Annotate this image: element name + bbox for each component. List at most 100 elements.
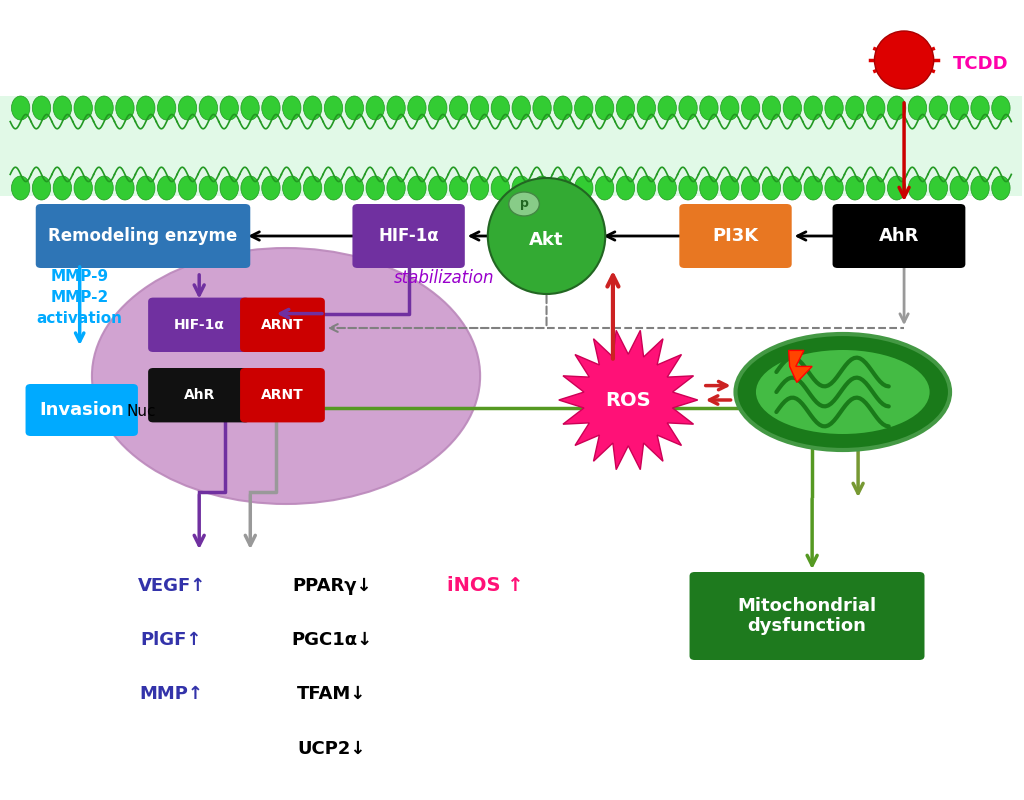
Ellipse shape	[450, 176, 468, 200]
Ellipse shape	[95, 176, 114, 200]
Ellipse shape	[512, 176, 530, 200]
Ellipse shape	[178, 176, 197, 200]
Text: PGC1α↓: PGC1α↓	[292, 631, 373, 649]
Ellipse shape	[136, 176, 155, 200]
FancyBboxPatch shape	[240, 298, 325, 352]
FancyBboxPatch shape	[679, 204, 792, 268]
Polygon shape	[559, 330, 697, 470]
Ellipse shape	[11, 96, 30, 120]
Ellipse shape	[92, 248, 480, 504]
Ellipse shape	[429, 176, 446, 200]
Text: PI3K: PI3K	[713, 227, 759, 245]
Ellipse shape	[325, 176, 343, 200]
Ellipse shape	[971, 176, 989, 200]
Ellipse shape	[595, 96, 613, 120]
Ellipse shape	[929, 176, 947, 200]
Ellipse shape	[158, 96, 176, 120]
Ellipse shape	[658, 176, 677, 200]
Ellipse shape	[888, 96, 906, 120]
Ellipse shape	[492, 176, 510, 200]
Ellipse shape	[991, 176, 1010, 200]
Ellipse shape	[345, 176, 364, 200]
Ellipse shape	[345, 96, 364, 120]
Text: ARNT: ARNT	[261, 388, 304, 402]
Ellipse shape	[866, 96, 885, 120]
Ellipse shape	[429, 96, 446, 120]
Bar	[0, 96, 1022, 196]
Text: ARNT: ARNT	[261, 318, 304, 332]
Text: AhR: AhR	[183, 388, 215, 402]
Ellipse shape	[74, 176, 92, 200]
Ellipse shape	[554, 176, 572, 200]
Text: HIF-1α: HIF-1α	[174, 318, 224, 332]
FancyBboxPatch shape	[833, 204, 966, 268]
Ellipse shape	[470, 176, 488, 200]
Ellipse shape	[595, 176, 613, 200]
Ellipse shape	[762, 96, 780, 120]
Text: PlGF↑: PlGF↑	[141, 631, 203, 649]
Ellipse shape	[492, 96, 510, 120]
Ellipse shape	[866, 176, 885, 200]
Text: MMP-9
MMP-2
activation: MMP-9 MMP-2 activation	[37, 269, 123, 326]
Ellipse shape	[762, 176, 780, 200]
Text: TFAM↓: TFAM↓	[297, 686, 367, 703]
Text: Nuc: Nuc	[126, 405, 156, 419]
Ellipse shape	[950, 96, 969, 120]
Ellipse shape	[532, 96, 551, 120]
Text: AhR: AhR	[879, 227, 920, 245]
Ellipse shape	[262, 176, 281, 200]
Ellipse shape	[136, 96, 155, 120]
Text: Remodeling enzyme: Remodeling enzyme	[48, 227, 238, 245]
Ellipse shape	[756, 350, 930, 434]
Ellipse shape	[283, 96, 301, 120]
Ellipse shape	[450, 96, 468, 120]
FancyBboxPatch shape	[148, 298, 250, 352]
Ellipse shape	[53, 176, 72, 200]
FancyBboxPatch shape	[352, 204, 465, 268]
Ellipse shape	[303, 96, 322, 120]
Ellipse shape	[991, 96, 1010, 120]
Ellipse shape	[874, 31, 934, 89]
FancyBboxPatch shape	[689, 572, 925, 660]
Ellipse shape	[616, 96, 635, 120]
Text: iNOS ↑: iNOS ↑	[446, 576, 523, 595]
Ellipse shape	[11, 176, 30, 200]
Text: TCDD: TCDD	[953, 55, 1009, 73]
Ellipse shape	[735, 334, 950, 450]
Ellipse shape	[616, 176, 635, 200]
Ellipse shape	[303, 176, 322, 200]
Ellipse shape	[783, 176, 802, 200]
Ellipse shape	[532, 176, 551, 200]
Ellipse shape	[699, 176, 718, 200]
Ellipse shape	[262, 96, 281, 120]
Ellipse shape	[741, 96, 760, 120]
Text: PPARγ↓: PPARγ↓	[292, 577, 372, 594]
Ellipse shape	[325, 96, 343, 120]
Ellipse shape	[241, 176, 259, 200]
Ellipse shape	[971, 96, 989, 120]
Ellipse shape	[637, 96, 655, 120]
Ellipse shape	[387, 96, 406, 120]
Text: Invasion: Invasion	[39, 401, 124, 419]
Ellipse shape	[512, 96, 530, 120]
Ellipse shape	[408, 96, 426, 120]
Ellipse shape	[908, 96, 927, 120]
Text: HIF-1α: HIF-1α	[378, 227, 439, 245]
Ellipse shape	[804, 176, 822, 200]
Ellipse shape	[929, 96, 947, 120]
Ellipse shape	[574, 176, 593, 200]
Text: MMP↑: MMP↑	[139, 686, 204, 703]
Ellipse shape	[387, 176, 406, 200]
Ellipse shape	[95, 96, 114, 120]
Ellipse shape	[116, 176, 134, 200]
Text: p: p	[519, 198, 528, 210]
Text: VEGF↑: VEGF↑	[137, 577, 206, 594]
Ellipse shape	[950, 176, 969, 200]
Polygon shape	[788, 350, 812, 382]
FancyBboxPatch shape	[26, 384, 138, 436]
Ellipse shape	[804, 96, 822, 120]
Ellipse shape	[783, 96, 802, 120]
Ellipse shape	[116, 96, 134, 120]
Ellipse shape	[825, 176, 843, 200]
Ellipse shape	[366, 176, 384, 200]
